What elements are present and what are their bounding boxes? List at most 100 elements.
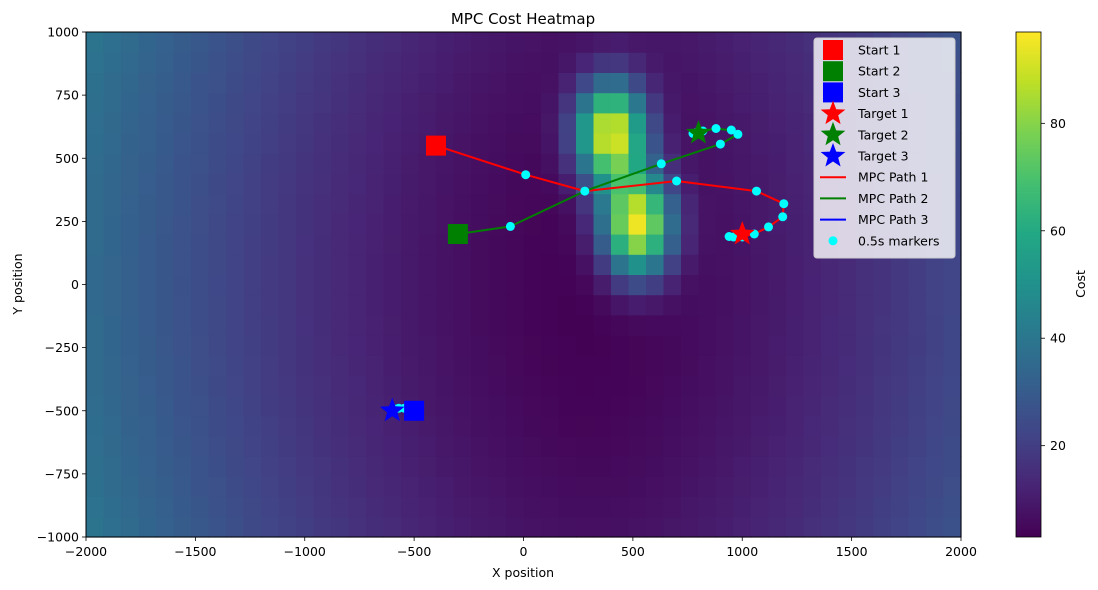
heatmap-cell <box>86 32 105 53</box>
heatmap-cell <box>751 456 770 477</box>
heatmap-cell <box>716 496 735 518</box>
heatmap-cell <box>243 436 262 457</box>
heatmap-cell <box>733 193 752 215</box>
target-1-star <box>729 221 755 245</box>
heatmap-cell <box>191 375 210 397</box>
heatmap-cell <box>121 254 140 275</box>
x-tick-label: 1500 <box>836 544 868 559</box>
heatmap-cell <box>453 193 472 215</box>
heatmap-cell <box>558 375 577 397</box>
heatmap-cell <box>296 415 315 437</box>
heatmap-cell <box>576 153 595 174</box>
heatmap-cell <box>593 436 612 457</box>
heatmap-cell <box>681 516 700 538</box>
heatmap-cell <box>208 355 227 376</box>
heatmap-cell <box>908 274 927 296</box>
heatmap-cell <box>786 153 805 174</box>
heatmap-cell <box>348 173 367 195</box>
heatmap-cell <box>331 355 350 376</box>
heatmap-cell <box>383 72 402 94</box>
heatmap-cell <box>891 456 910 477</box>
heatmap-cell <box>786 254 805 275</box>
heatmap-cell <box>296 496 315 518</box>
heatmap-cell <box>698 72 717 94</box>
heatmap-cell <box>716 335 735 356</box>
heatmap-cell <box>593 32 612 53</box>
heatmap-cell <box>436 476 455 498</box>
heatmap-cell <box>86 314 105 336</box>
heatmap-cell <box>366 274 385 296</box>
heatmap-cell <box>751 92 770 114</box>
heatmap-cell <box>628 516 647 538</box>
heatmap-cell <box>86 415 105 437</box>
legend-label: MPC Path 3 <box>858 212 928 227</box>
heatmap-cell <box>488 112 507 134</box>
heatmap-cell <box>698 234 717 255</box>
heatmap-cell <box>576 213 595 235</box>
heatmap-cell <box>593 234 612 255</box>
heatmap-cell <box>663 72 682 94</box>
heatmap-cell <box>138 72 157 94</box>
heatmap-cell <box>611 173 630 195</box>
heatmap-cell <box>418 234 437 255</box>
heatmap-cell <box>873 355 892 376</box>
heatmap-cell <box>383 213 402 235</box>
heatmap-cell <box>716 294 735 316</box>
heatmap-cell <box>243 112 262 134</box>
heatmap-cell <box>751 153 770 174</box>
heatmap-cell <box>558 213 577 235</box>
heatmap-cell <box>943 294 962 316</box>
heatmap-cell <box>628 92 647 114</box>
heatmap-cell <box>523 153 542 174</box>
heatmap-cell <box>681 355 700 376</box>
heatmap-cell <box>401 213 420 235</box>
heatmap-cell <box>803 254 822 275</box>
heatmap-cell <box>628 355 647 376</box>
heatmap-cell <box>208 314 227 336</box>
heatmap-cell <box>401 234 420 255</box>
heatmap-cell <box>296 335 315 356</box>
heatmap-cell <box>681 335 700 356</box>
heatmap-cell <box>331 314 350 336</box>
heatmap-cell <box>856 294 875 316</box>
heatmap-cell <box>663 294 682 316</box>
heatmap-cell <box>838 254 857 275</box>
time-marker <box>726 125 736 135</box>
heatmap-cell <box>523 335 542 356</box>
heatmap-cell <box>278 375 297 397</box>
heatmap-cell <box>576 72 595 94</box>
heatmap-cell <box>716 52 735 73</box>
heatmap-cell <box>208 234 227 255</box>
heatmap-cell <box>313 496 332 518</box>
heatmap-cell <box>418 335 437 356</box>
heatmap-cell <box>803 294 822 316</box>
heatmap-cell <box>366 112 385 134</box>
heatmap-cell <box>891 395 910 417</box>
heatmap-cell <box>86 92 105 114</box>
heatmap-cell <box>681 254 700 275</box>
heatmap-cell <box>646 274 665 296</box>
heatmap-cell <box>908 476 927 498</box>
heatmap-cell <box>401 133 420 154</box>
heatmap-cell <box>226 52 245 73</box>
heatmap-cell <box>628 173 647 195</box>
heatmap-cell <box>558 193 577 215</box>
heatmap-cell <box>838 415 857 437</box>
heatmap-cell <box>313 355 332 376</box>
heatmap-cell <box>296 133 315 154</box>
heatmap-cell <box>453 173 472 195</box>
heatmap-cell <box>121 496 140 518</box>
heatmap-cell <box>208 213 227 235</box>
heatmap-cell <box>226 314 245 336</box>
heatmap-cell <box>611 516 630 538</box>
heatmap-cell <box>506 72 525 94</box>
heatmap-cell <box>103 153 122 174</box>
legend-label: Start 3 <box>858 85 900 100</box>
heatmap-cell <box>156 92 175 114</box>
heatmap-cell <box>86 193 105 215</box>
heatmap-cell <box>523 274 542 296</box>
heatmap-cell <box>558 92 577 114</box>
heatmap-cell <box>453 133 472 154</box>
heatmap-cell <box>733 516 752 538</box>
heatmap-cell <box>768 234 787 255</box>
